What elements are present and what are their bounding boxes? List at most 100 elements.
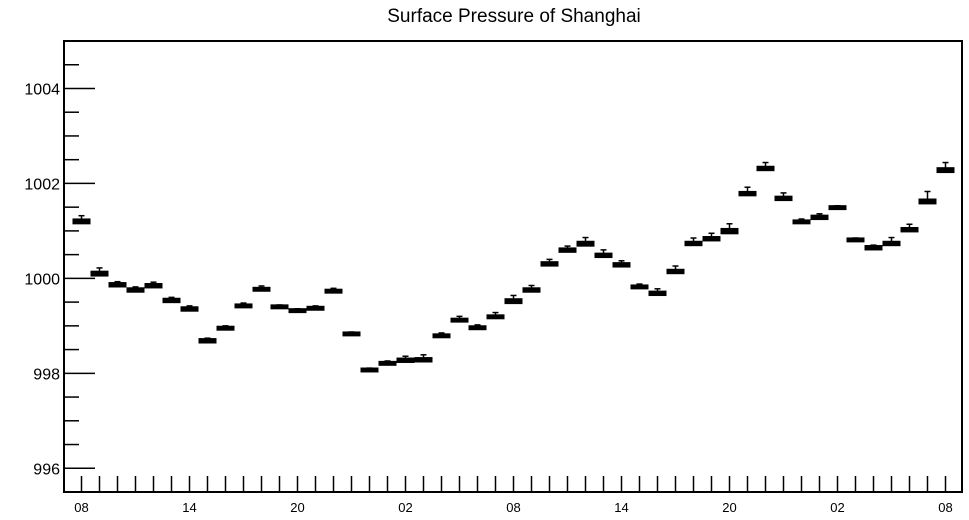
box-mark: [684, 237, 703, 247]
box-mark: [864, 244, 883, 251]
x-tick-label: 08: [938, 500, 952, 515]
x-tick-label: 02: [398, 500, 412, 515]
box-mark: [72, 214, 91, 225]
box-body: [504, 298, 523, 305]
box-body: [612, 262, 631, 268]
box-body: [756, 165, 775, 172]
box-mark: [918, 190, 937, 205]
x-tick-label: 20: [290, 500, 304, 515]
box-mark: [576, 236, 595, 247]
box-mark: [666, 265, 685, 275]
y-tick-label: 998: [33, 366, 60, 383]
box-mark: [702, 232, 721, 242]
x-tick-label: 14: [614, 500, 628, 515]
box-mark: [180, 305, 199, 312]
box-body: [810, 214, 829, 221]
box-body: [396, 357, 415, 363]
box-body: [144, 283, 163, 289]
box-body: [936, 167, 955, 174]
box-mark: [846, 237, 865, 243]
box-mark: [720, 223, 739, 235]
box-mark: [450, 315, 469, 323]
box-mark: [468, 324, 487, 331]
box-body: [198, 338, 217, 344]
box-mark: [900, 223, 919, 233]
box-mark: [396, 355, 415, 363]
box-mark: [252, 285, 271, 292]
box-body: [180, 306, 199, 312]
y-tick-label: 1004: [24, 81, 60, 98]
box-body: [522, 287, 541, 293]
box-body: [882, 240, 901, 247]
x-tick-label: 02: [830, 500, 844, 515]
box-body: [540, 261, 559, 267]
box-mark: [90, 267, 109, 277]
box-mark: [504, 294, 523, 305]
box-body: [774, 195, 793, 202]
box-body: [864, 245, 883, 251]
box-mark: [810, 213, 829, 221]
plot-frame: [63, 40, 963, 493]
box-mark: [108, 280, 127, 288]
box-mark: [306, 305, 325, 311]
y-tick-label: 996: [33, 461, 60, 478]
x-tick-label: 08: [74, 500, 88, 515]
box-body: [594, 252, 613, 259]
chart-title: Surface Pressure of Shanghai: [387, 6, 641, 27]
box-mark: [378, 360, 397, 366]
box-mark: [594, 249, 613, 259]
y-tick-label: 1000: [24, 271, 60, 288]
box-mark: [432, 332, 451, 339]
x-tick-label: 08: [506, 500, 520, 515]
box-mark: [792, 218, 811, 225]
box-mark: [648, 288, 667, 297]
box-mark: [612, 260, 631, 268]
box-mark: [774, 192, 793, 202]
box-mark: [234, 302, 253, 309]
box-mark: [144, 281, 163, 289]
box-body: [684, 240, 703, 247]
box-body: [720, 227, 739, 235]
box-body: [900, 226, 919, 233]
box-body: [918, 198, 937, 205]
box-mark: [360, 367, 379, 373]
box-mark: [216, 325, 235, 331]
box-body: [414, 357, 433, 363]
box-mark: [288, 308, 307, 314]
box-mark: [162, 296, 181, 304]
box-body: [108, 282, 127, 288]
box-body: [126, 287, 145, 293]
box-mark: [486, 311, 505, 320]
box-body: [666, 268, 685, 275]
box-body: [90, 270, 109, 277]
box-mark: [540, 258, 559, 267]
box-body: [558, 247, 577, 253]
y-tick-label: 1002: [24, 176, 60, 193]
x-tick-label: 14: [182, 500, 196, 515]
box-mark: [936, 161, 955, 174]
x-tick-label: 20: [722, 500, 736, 515]
axes-group: 996 998 1000 1002 1004 08 14 20 02 08 14 20 02 08: [24, 40, 963, 515]
box-mark: [126, 286, 145, 293]
box-body: [648, 290, 667, 297]
box-mark: [882, 236, 901, 247]
box-mark: [756, 161, 775, 172]
box-mark: [342, 331, 361, 337]
box-body: [72, 218, 91, 225]
box-body: [738, 190, 757, 197]
box-mark: [324, 287, 343, 294]
box-mark: [198, 337, 217, 344]
box-mark: [630, 283, 649, 290]
box-mark: [270, 304, 289, 310]
box-body: [162, 297, 181, 304]
box-mark: [828, 204, 847, 211]
box-mark: [414, 354, 433, 363]
box-body: [576, 240, 595, 247]
box-mark: [738, 186, 757, 197]
box-body: [702, 236, 721, 242]
boxes-group: [72, 161, 955, 373]
box-mark: [558, 245, 577, 253]
box-mark: [522, 284, 541, 293]
